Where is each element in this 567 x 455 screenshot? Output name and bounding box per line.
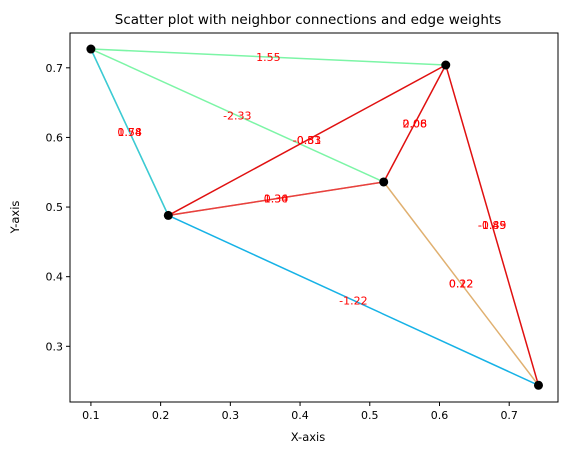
edge-weight-label: 0.74 [117,126,142,139]
x-tick-label: 0.2 [152,409,170,422]
edge-weight-label: 0.12 [449,278,474,291]
y-tick-label: 0.4 [46,271,64,284]
data-point [441,60,451,70]
edge-weight-label: -0.53 [293,134,321,147]
edge-weight-label: 1.55 [256,51,281,64]
x-axis-ticks: 0.1 0.2 0.3 0.4 0.5 0.6 0.7 [82,402,518,422]
edge-line [167,214,539,386]
y-tick-label: 0.6 [46,131,64,144]
edge-weight-label: -1.85 [478,219,506,232]
y-axis-label: Y-axis [8,201,22,235]
edge-line [90,48,385,183]
data-point [86,44,96,54]
data-point [163,210,173,220]
edge-labels-layer: 1.55 -2.33 0.741.58 -1.22 0.301.34 0.120.22 -0… [117,51,506,307]
data-point [379,177,389,187]
chart-title: Scatter plot with neighbor connections a… [115,12,502,28]
x-tick-label: 0.7 [500,409,518,422]
edge-line [167,64,447,217]
x-tick-label: 0.5 [361,409,379,422]
edge-line [90,48,169,216]
data-point [533,380,543,390]
edge-line [383,64,447,183]
edge-weight-label: -0.81 [293,134,321,147]
y-tick-label: 0.3 [46,340,64,353]
edges-layer [90,48,540,386]
edge-line [90,48,446,66]
points-layer [86,44,543,390]
y-tick-label: 0.7 [46,62,64,75]
edge-weight-label: 0.22 [449,278,474,291]
edge-weight-label: -1.22 [339,294,367,307]
edge-weight-label: 2.06 [402,118,427,131]
edge-line [383,181,540,386]
edge-weight-label: 1.58 [117,126,142,139]
x-tick-label: 0.6 [431,409,449,422]
y-tick-label: 0.5 [46,201,64,214]
edge-weight-label: -2.33 [223,110,251,123]
edge-weight-label: 0.30 [264,193,289,206]
x-axis-label: X-axis [291,430,326,444]
edge-weight-label: 1.34 [264,193,289,206]
x-tick-label: 0.3 [222,409,240,422]
x-tick-label: 0.4 [291,409,309,422]
plot-frame [69,32,559,403]
x-tick-label: 0.1 [82,409,100,422]
edge-weight-label: -0.49 [478,219,506,232]
edge-weight-label: 0.08 [402,118,427,131]
y-axis-ticks: 0.3 0.4 0.5 0.6 0.7 [46,62,70,353]
edge-line [445,64,540,386]
edge-line [168,181,384,217]
